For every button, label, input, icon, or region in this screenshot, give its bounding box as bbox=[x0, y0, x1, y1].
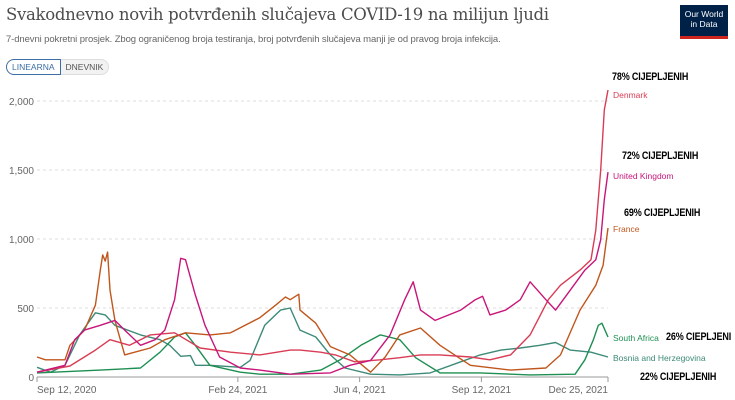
annotation-denmark: 78% CIJEPLJENIH bbox=[612, 71, 689, 83]
y-tick-label: 1,500 bbox=[9, 166, 34, 177]
y-tick-label: 1,000 bbox=[9, 235, 34, 246]
scale-toggle: LINEARNA DNEVNIK bbox=[6, 59, 110, 75]
y-tick-label: 2,000 bbox=[9, 97, 34, 108]
series-label-france: France bbox=[613, 224, 640, 234]
series-line-united-kingdom[interactable] bbox=[36, 172, 609, 375]
x-tick-label: Dec 25, 2021 bbox=[549, 385, 609, 396]
series-line-france[interactable] bbox=[36, 227, 609, 373]
series-line-bosnia-and-herzegovina[interactable] bbox=[36, 307, 609, 376]
series-label-south-africa: South Africa bbox=[613, 333, 659, 343]
annotation-bosnia: 22% CIJEPLJENIH bbox=[640, 371, 717, 383]
x-tick-label: Feb 24, 2021 bbox=[208, 385, 267, 396]
series-label-bosnia: Bosnia and Herzegovina bbox=[613, 353, 706, 363]
y-tick-label: 500 bbox=[17, 304, 34, 315]
chart-subtitle: 7-dnevni pokretni prosjek. Zbog ograniče… bbox=[6, 34, 501, 45]
logo-line-2: in Data bbox=[690, 19, 718, 29]
x-tick-label: Sep 12, 2021 bbox=[452, 385, 512, 396]
chart-title: Svakodnevno novih potvrđenih slučajeva C… bbox=[6, 5, 549, 24]
x-tick-label: Jun 4, 2021 bbox=[334, 385, 387, 396]
annotation-france: 69% CIJEPLJENIH bbox=[624, 207, 701, 219]
owid-logo[interactable]: Our World in Data bbox=[680, 5, 728, 39]
series-line-denmark[interactable] bbox=[36, 89, 609, 373]
logo-bar bbox=[680, 36, 728, 39]
series-label-uk: United Kingdom bbox=[613, 171, 673, 181]
annotation-uk: 72% CIJEPLJENIH bbox=[622, 150, 699, 162]
log-scale-button[interactable]: DNEVNIK bbox=[60, 59, 110, 75]
logo-line-1: Our World bbox=[684, 9, 724, 19]
y-tick-label: 0 bbox=[28, 373, 34, 384]
annotation-south-africa: 26% CIEPLJENI bbox=[666, 331, 732, 343]
linear-scale-button[interactable]: LINEARNA bbox=[6, 59, 61, 75]
series-label-denmark: Denmark bbox=[613, 90, 648, 100]
x-tick-label: Sep 12, 2020 bbox=[37, 385, 97, 396]
